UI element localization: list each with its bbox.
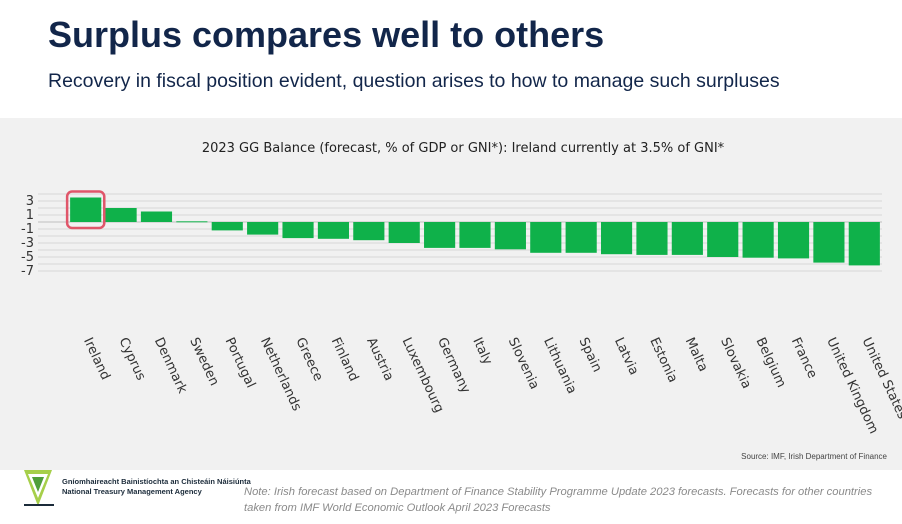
highlight-box-ireland: [65, 190, 106, 230]
chart-gridlines: [38, 193, 882, 272]
bar-austria: [353, 222, 385, 241]
y-axis-tick-labels: 31-1-3-5-7: [21, 194, 34, 279]
bar-ireland: [70, 197, 102, 222]
agency-name-english: National Treasury Management Agency: [62, 487, 202, 496]
slide-title: Surplus compares well to others: [48, 14, 605, 55]
bar-slovakia: [707, 222, 739, 257]
y-tick-label: -1: [21, 222, 34, 237]
category-label-cyprus: Cyprus: [115, 335, 148, 383]
y-tick-label: -3: [21, 236, 34, 251]
ntma-triangle-logo-icon: [24, 470, 54, 506]
category-label-austria: Austria: [363, 335, 396, 383]
category-label-france: France: [788, 335, 820, 381]
bar-italy: [459, 222, 491, 248]
category-label-malta: Malta: [682, 335, 711, 374]
y-tick-label: 3: [26, 194, 34, 209]
slide-subtitle: Recovery in fiscal position evident, que…: [48, 70, 780, 92]
bar-spain: [565, 222, 597, 253]
source-note: Source: IMF, Irish Department of Finance: [741, 452, 887, 461]
y-tick-label: -5: [21, 250, 34, 265]
bar-portugal: [211, 222, 243, 231]
y-tick-label: -7: [21, 264, 34, 279]
category-label-italy: Italy: [469, 335, 495, 367]
category-label-finland: Finland: [328, 335, 361, 383]
footnote: Note: Irish forecast based on Department…: [244, 486, 873, 514]
category-label-germany: Germany: [434, 335, 473, 396]
bar-denmark: [140, 211, 173, 222]
category-label-latvia: Latvia: [611, 335, 641, 377]
category-label-portugal: Portugal: [222, 335, 258, 390]
agency-name-irish: Gníomhaireacht Bainistíochta an Chisteái…: [62, 477, 251, 486]
category-label-slovakia: Slovakia: [717, 335, 754, 391]
bar-united-kingdom: [813, 222, 845, 263]
category-label-slovenia: Slovenia: [505, 335, 542, 391]
category-label-denmark: Denmark: [151, 335, 190, 396]
category-label-greece: Greece: [292, 335, 325, 383]
agency-name: Gníomhaireacht Bainistíochta an Chisteái…: [62, 477, 251, 497]
bar-united-states: [848, 222, 880, 266]
category-label-spain: Spain: [576, 335, 605, 374]
gg-balance-bar-chart: 2023 GG Balance (forecast, % of GDP or G…: [21, 141, 902, 436]
bar-lithuania: [530, 222, 562, 253]
bar-malta: [671, 222, 703, 255]
category-label-estonia: Estonia: [646, 335, 680, 385]
chart-panel-background: [0, 118, 902, 470]
bar-estonia: [636, 222, 668, 255]
bar-luxembourg: [388, 222, 420, 243]
category-label-lithuania: Lithuania: [540, 335, 579, 396]
bar-finland: [317, 222, 350, 239]
bar-latvia: [600, 222, 633, 255]
bar-sweden: [176, 221, 208, 223]
bar-greece: [282, 222, 314, 239]
y-tick-label: 1: [26, 208, 34, 223]
bar-netherlands: [247, 222, 279, 235]
category-label-ireland: Ireland: [80, 335, 113, 382]
bar-france: [777, 222, 810, 259]
bar-germany: [424, 222, 456, 248]
chart-title: 2023 GG Balance (forecast, % of GDP or G…: [202, 141, 725, 156]
chart-bars: [65, 190, 880, 266]
bar-belgium: [742, 222, 774, 258]
bar-cyprus: [105, 208, 137, 222]
bar-slovenia: [494, 222, 526, 250]
category-label-belgium: Belgium: [753, 335, 789, 390]
category-label-sweden: Sweden: [186, 335, 221, 388]
